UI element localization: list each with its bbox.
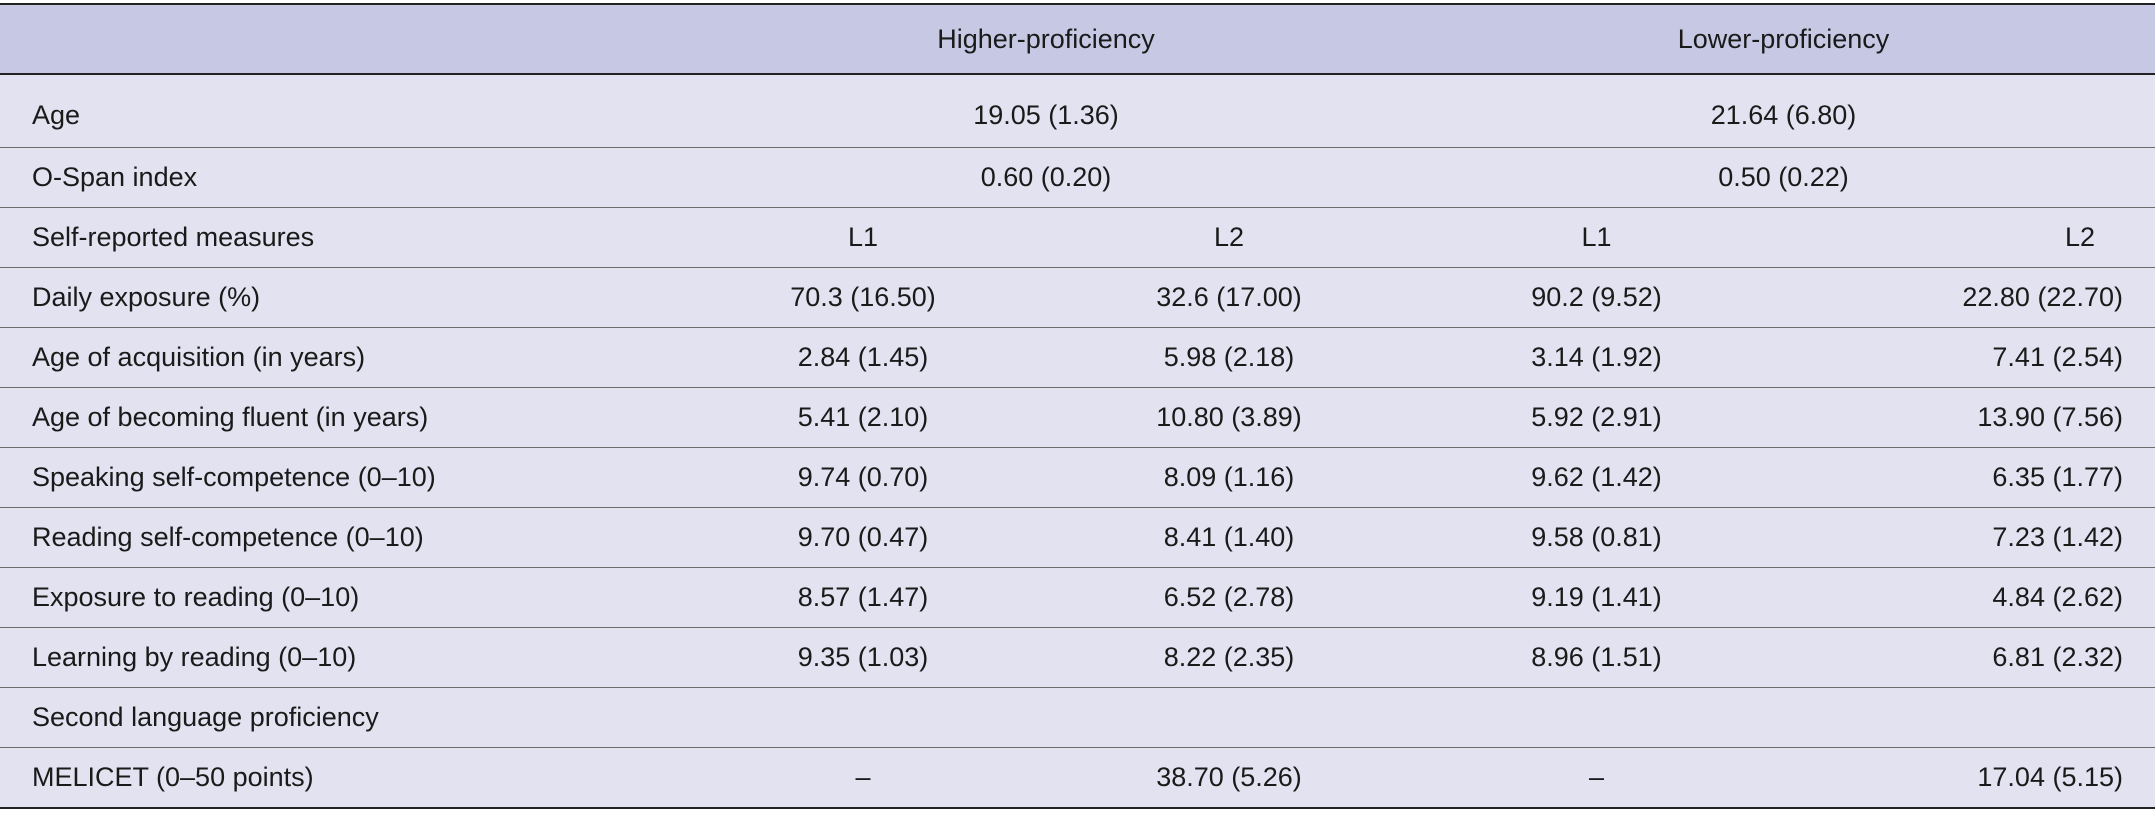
cell-high-l2: 8.41 (1.40) xyxy=(1163,521,1295,552)
row-label: Daily exposure (%) xyxy=(32,281,261,312)
cell-low-l2: 7.23 (1.42) xyxy=(1992,521,2123,552)
row-label: Reading self-competence (0–10) xyxy=(32,521,424,552)
cell-high: 19.05 (1.36) xyxy=(973,100,1119,131)
cell-low-l1: 8.96 (1.51) xyxy=(1531,641,1662,672)
cell-high-l2: L2 xyxy=(1213,221,1245,252)
cell-high-l2: 8.22 (2.35) xyxy=(1163,641,1295,672)
cell-low-l2: 13.90 (7.56) xyxy=(1977,401,2123,432)
cell-low-l1: L1 xyxy=(1581,221,1612,252)
table-row: Age of acquisition (in years) 2.84 (1.45… xyxy=(0,327,2155,387)
table-row: Speaking self-competence (0–10) 9.74 (0.… xyxy=(0,447,2155,507)
cell-high-l1: L1 xyxy=(847,221,879,252)
cell-low-l1: 3.14 (1.92) xyxy=(1531,341,1662,372)
cell-high-l2: 5.98 (2.18) xyxy=(1163,341,1295,372)
row-label: Learning by reading (0–10) xyxy=(32,641,357,672)
cell-high-l1: 9.74 (0.70) xyxy=(797,461,929,492)
empty-cell xyxy=(1781,687,2155,747)
row-label: O-Span index xyxy=(32,161,198,192)
cell-low: 0.50 (0.22) xyxy=(1718,161,1849,192)
row-label: Age of acquisition (in years) xyxy=(32,341,366,372)
table-row-section-second-language: Second language proficiency xyxy=(0,687,2155,747)
cell-high: 0.60 (0.20) xyxy=(980,161,1112,192)
header-lower-proficiency: Lower-proficiency xyxy=(1677,23,1890,54)
cell-low-l2: 4.84 (2.62) xyxy=(1992,581,2123,612)
cell-low-l2: 6.35 (1.77) xyxy=(1992,461,2123,492)
table-row: Age of becoming fluent (in years) 5.41 (… xyxy=(0,387,2155,447)
cell-low-l1: 9.58 (0.81) xyxy=(1531,521,1662,552)
cell-low-l2: L2 xyxy=(2064,221,2095,252)
row-label: MELICET (0–50 points) xyxy=(32,761,314,792)
table-header-row: Higher-proficiency Lower-proficiency xyxy=(0,4,2155,74)
row-label: Speaking self-competence (0–10) xyxy=(32,461,436,492)
table-row: Daily exposure (%) 70.3 (16.50) 32.6 (17… xyxy=(0,267,2155,327)
cell-high-l1: 5.41 (2.10) xyxy=(797,401,929,432)
cell-high-l2: 6.52 (2.78) xyxy=(1163,581,1295,612)
cell-low-l1: 5.92 (2.91) xyxy=(1531,401,1662,432)
empty-cell xyxy=(680,687,1046,747)
cell-high-l2: 32.6 (17.00) xyxy=(1156,281,1302,312)
row-label: Exposure to reading (0–10) xyxy=(32,581,360,612)
cell-high-l1: 9.70 (0.47) xyxy=(797,521,929,552)
section-label: Second language proficiency xyxy=(32,701,379,732)
cell-low-l1: – xyxy=(1588,761,1605,792)
cell-high-l1: – xyxy=(855,761,871,792)
cell-high-l2: 10.80 (3.89) xyxy=(1156,401,1302,432)
row-label: Age xyxy=(32,100,81,131)
cell-high-l1: 2.84 (1.45) xyxy=(797,341,929,372)
cell-low-l2: 6.81 (2.32) xyxy=(1992,641,2123,672)
cell-high-l2: 38.70 (5.26) xyxy=(1156,761,1302,792)
table-row-age: Age 19.05 (1.36) 21.64 (6.80) xyxy=(0,74,2155,147)
row-label: Self-reported measures xyxy=(32,221,315,252)
header-label-cell xyxy=(0,4,680,74)
cell-low-l2: 22.80 (22.70) xyxy=(1962,281,2123,312)
participant-characteristics-table: Higher-proficiency Lower-proficiency Age… xyxy=(0,3,2155,809)
cell-high-l1: 70.3 (16.50) xyxy=(790,281,936,312)
cell-high-l1: 9.35 (1.03) xyxy=(797,641,929,672)
table-row-melicet: MELICET (0–50 points) – 38.70 (5.26) – 1… xyxy=(0,747,2155,808)
table-row: Exposure to reading (0–10) 8.57 (1.47) 6… xyxy=(0,567,2155,627)
table-row: Reading self-competence (0–10) 9.70 (0.4… xyxy=(0,507,2155,567)
row-label: Age of becoming fluent (in years) xyxy=(32,401,429,432)
table-row-self-reported-subheader: Self-reported measures L1 L2 L1 L2 xyxy=(0,207,2155,267)
cell-low-l1: 90.2 (9.52) xyxy=(1531,281,1662,312)
participant-table-container: Higher-proficiency Lower-proficiency Age… xyxy=(0,3,2155,809)
table-row: Learning by reading (0–10) 9.35 (1.03) 8… xyxy=(0,627,2155,687)
table-row-ospan: O-Span index 0.60 (0.20) 0.50 (0.22) xyxy=(0,147,2155,207)
cell-low: 21.64 (6.80) xyxy=(1710,100,1857,131)
cell-high-l1: 8.57 (1.47) xyxy=(797,581,929,612)
cell-low-l2: 7.41 (2.54) xyxy=(1992,341,2123,372)
cell-low-l1: 9.19 (1.41) xyxy=(1531,581,1662,612)
cell-high-l2: 8.09 (1.16) xyxy=(1163,461,1295,492)
header-higher-proficiency: Higher-proficiency xyxy=(937,23,1155,54)
cell-low-l2: 17.04 (5.15) xyxy=(1977,761,2123,792)
cell-low-l1: 9.62 (1.42) xyxy=(1531,461,1662,492)
empty-cell xyxy=(1412,687,1781,747)
empty-cell xyxy=(1046,687,1412,747)
